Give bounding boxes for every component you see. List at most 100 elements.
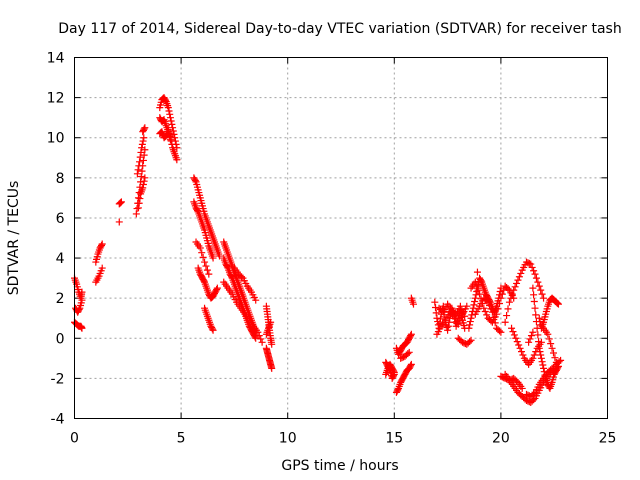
data-point <box>476 290 484 298</box>
data-point <box>141 124 149 132</box>
data-point <box>504 305 512 313</box>
data-point <box>525 259 533 267</box>
data-point <box>531 270 539 278</box>
data-point <box>203 266 211 274</box>
data-point <box>532 274 540 282</box>
data-point <box>477 277 485 285</box>
data-point <box>507 294 515 302</box>
data-point <box>223 263 231 271</box>
data-point <box>530 351 538 359</box>
grid-lines <box>74 57 608 419</box>
y-tick-label: 0 <box>56 331 65 347</box>
data-point <box>78 324 86 332</box>
data-point <box>78 296 86 304</box>
data-point <box>527 332 535 340</box>
data-point <box>213 285 221 293</box>
data-point <box>487 305 495 313</box>
data-point <box>167 137 175 145</box>
data-point <box>557 356 565 364</box>
data-point <box>135 162 143 170</box>
data-point <box>514 276 522 284</box>
data-point <box>459 309 467 317</box>
data-point <box>209 326 217 334</box>
data-point <box>497 328 505 336</box>
data-point <box>505 298 513 306</box>
data-point <box>536 348 544 356</box>
data-point <box>165 129 173 137</box>
data-point <box>554 300 562 308</box>
data-point <box>134 204 142 212</box>
data-point <box>136 153 144 161</box>
data-point <box>486 302 494 310</box>
data-point <box>168 120 176 128</box>
data-point <box>170 130 178 138</box>
data-point <box>166 114 174 122</box>
data-point <box>268 340 276 348</box>
data-point <box>518 348 526 356</box>
data-point <box>98 264 106 272</box>
data-point <box>137 148 145 156</box>
data-point <box>503 312 511 320</box>
data-point <box>139 184 147 192</box>
data-point <box>390 372 398 380</box>
data-point <box>98 240 106 248</box>
y-tick-label: 14 <box>47 51 65 67</box>
data-point <box>199 253 207 261</box>
axis-ticks: 0 5 10 15 20 25 -4 -2 0 2 4 6 8 10 12 14 <box>47 51 617 447</box>
data-point <box>529 328 537 336</box>
data-point <box>168 140 176 148</box>
data-point <box>394 386 402 394</box>
data-point <box>529 354 537 362</box>
x-tick-label: 15 <box>385 431 403 447</box>
x-tick-label: 25 <box>599 431 617 447</box>
data-point <box>508 290 516 298</box>
data-point <box>466 321 474 329</box>
data-point <box>547 366 555 374</box>
data-point <box>516 344 524 352</box>
data-point <box>548 364 556 372</box>
data-point <box>228 273 236 281</box>
data-point <box>267 318 275 326</box>
y-tick-label: -4 <box>51 412 65 428</box>
data-point <box>385 365 393 373</box>
data-point <box>135 199 143 207</box>
data-point <box>193 207 201 215</box>
data-point <box>407 362 415 370</box>
data-point <box>467 314 475 322</box>
y-tick-label: 2 <box>56 291 65 307</box>
data-point <box>139 181 147 189</box>
data-point <box>115 218 123 226</box>
y-tick-label: -2 <box>51 371 65 387</box>
data-point <box>161 96 169 104</box>
data-point <box>549 349 557 357</box>
data-point <box>508 324 516 332</box>
data-point <box>531 304 539 312</box>
data-point <box>494 305 502 313</box>
data-point <box>471 298 479 306</box>
y-axis-label: SDTVAR / TECUs <box>6 181 22 296</box>
data-point <box>530 267 538 275</box>
data-point <box>257 335 265 343</box>
data-point <box>541 371 549 379</box>
data-point <box>138 140 146 148</box>
data-point <box>481 308 489 316</box>
data-point <box>166 110 174 118</box>
data-point <box>140 134 148 142</box>
data-point <box>535 338 543 346</box>
data-point <box>554 364 562 372</box>
data-point <box>466 338 474 346</box>
data-point <box>501 318 509 326</box>
data-point <box>519 351 527 359</box>
data-point <box>173 156 181 164</box>
data-point <box>512 334 520 342</box>
data-point <box>540 294 548 302</box>
data-point <box>167 117 175 125</box>
data-point <box>537 351 545 359</box>
data-point <box>539 361 547 369</box>
data-point <box>537 354 545 362</box>
chart-title: Day 117 of 2014, Sidereal Day-to-day VTE… <box>58 21 621 37</box>
data-point <box>547 340 555 348</box>
y-tick-label: 10 <box>47 131 65 147</box>
y-tick-label: 8 <box>56 171 65 187</box>
data-point <box>553 299 561 307</box>
